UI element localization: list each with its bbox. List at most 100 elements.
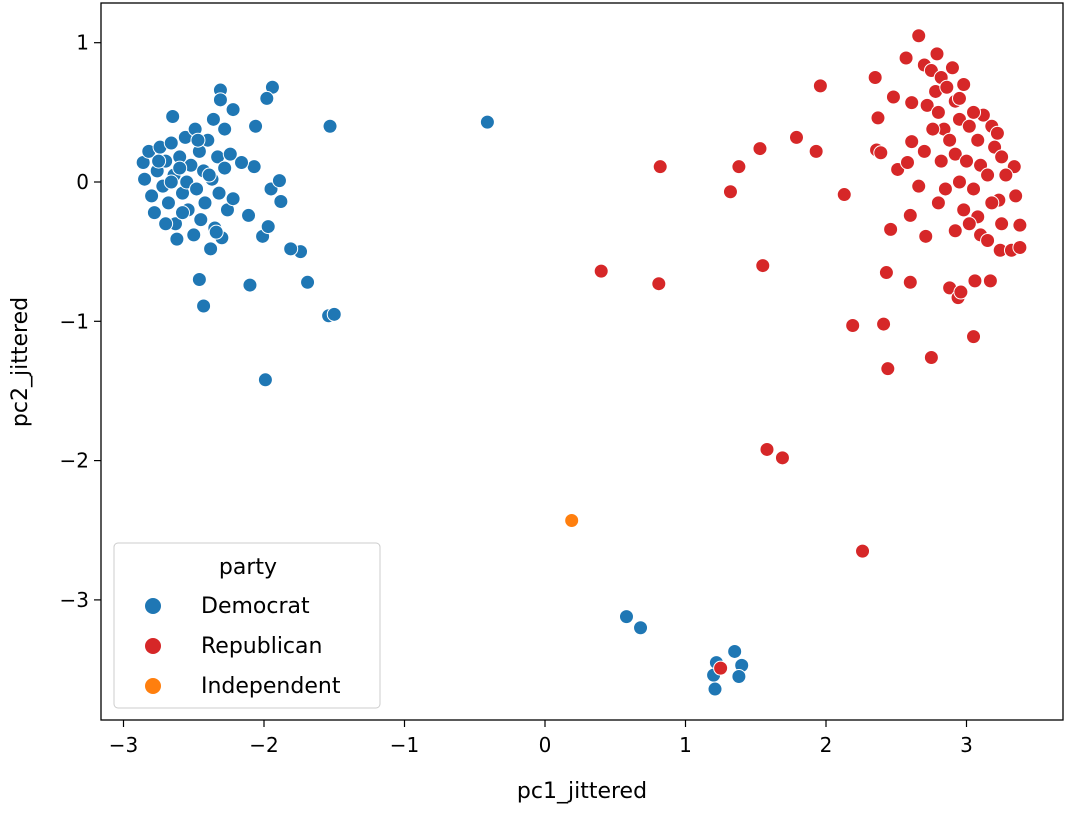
point-republican: [925, 121, 941, 137]
point-democrat: [241, 207, 257, 223]
point-democrat: [633, 620, 649, 636]
point-republican: [774, 450, 790, 466]
point-republican: [1008, 188, 1024, 204]
point-republican: [984, 195, 1000, 211]
point-independent: [564, 512, 580, 528]
point-republican: [982, 273, 998, 289]
point-republican: [651, 276, 667, 292]
point-democrat: [172, 160, 188, 176]
point-democrat: [212, 92, 228, 108]
point-democrat: [326, 306, 342, 322]
x-tick-label: 1: [679, 733, 692, 757]
point-democrat: [727, 643, 743, 659]
y-tick-label: 1: [76, 31, 89, 55]
point-democrat: [300, 274, 316, 290]
point-republican: [939, 79, 955, 95]
point-republican: [989, 125, 1005, 141]
point-republican: [713, 660, 729, 676]
x-tick-label: −3: [109, 733, 138, 757]
legend-label-independent: Independent: [201, 674, 341, 699]
point-republican: [759, 441, 775, 457]
point-republican: [1012, 217, 1028, 233]
point-republican: [947, 146, 963, 162]
point-republican: [951, 90, 967, 106]
y-axis: 1 0 −1 −2 −3: [60, 31, 101, 612]
point-democrat: [175, 205, 191, 221]
point-democrat: [242, 277, 258, 293]
point-republican: [961, 216, 977, 232]
point-republican: [870, 110, 886, 126]
point-democrat: [271, 173, 287, 189]
point-democrat: [234, 154, 250, 170]
x-axis: −3 −2 −1 0 1 2 3: [109, 720, 973, 757]
point-democrat: [208, 224, 224, 240]
point-democrat: [205, 111, 221, 127]
legend-marker-republican: [145, 638, 161, 654]
y-tick-label: −2: [60, 449, 89, 473]
point-republican: [966, 104, 982, 120]
point-republican: [1012, 239, 1028, 255]
point-democrat: [260, 219, 276, 235]
point-republican: [953, 284, 969, 300]
point-democrat: [273, 194, 289, 210]
point-republican: [593, 263, 609, 279]
point-republican: [980, 233, 996, 249]
point-democrat: [137, 171, 153, 187]
point-republican: [845, 317, 861, 333]
point-democrat: [257, 372, 273, 388]
point-democrat: [189, 181, 205, 197]
point-republican: [812, 78, 828, 94]
point-democrat: [169, 231, 185, 247]
point-democrat: [479, 114, 495, 130]
point-republican: [933, 153, 949, 169]
legend-label-republican: Republican: [201, 634, 322, 659]
x-axis-label: pc1_jittered: [517, 779, 647, 804]
point-republican: [916, 143, 932, 159]
point-democrat: [707, 681, 723, 697]
point-republican: [752, 141, 768, 157]
point-republican: [755, 258, 771, 274]
point-democrat: [160, 195, 176, 211]
point-democrat: [196, 298, 212, 314]
point-republican: [956, 76, 972, 92]
point-republican: [930, 195, 946, 211]
point-republican: [880, 361, 896, 377]
point-republican: [911, 178, 927, 194]
point-republican: [722, 184, 738, 200]
point-republican: [980, 167, 996, 183]
point-democrat: [197, 195, 213, 211]
point-republican: [898, 50, 914, 66]
point-republican: [904, 134, 920, 150]
point-democrat: [225, 191, 241, 207]
point-democrat: [163, 174, 179, 190]
y-tick-label: −1: [60, 309, 89, 333]
legend-box: [113, 542, 381, 709]
x-tick-label: 2: [820, 733, 833, 757]
point-democrat: [163, 135, 179, 151]
point-republican: [904, 95, 920, 111]
point-republican: [876, 316, 892, 332]
y-axis-label: pc2_jittered: [8, 297, 33, 427]
point-democrat: [201, 167, 217, 183]
point-democrat: [193, 212, 209, 228]
x-tick-label: 3: [960, 733, 973, 757]
point-democrat: [217, 160, 233, 176]
point-republican: [923, 350, 939, 366]
point-republican: [994, 149, 1010, 165]
point-republican: [873, 145, 889, 161]
point-republican: [652, 159, 668, 175]
point-republican: [967, 273, 983, 289]
point-democrat: [217, 121, 233, 137]
x-tick-label: 0: [539, 733, 552, 757]
legend-title: party: [219, 555, 277, 580]
point-democrat: [146, 205, 162, 221]
point-democrat: [248, 118, 264, 134]
point-democrat: [165, 109, 181, 125]
point-democrat: [211, 185, 227, 201]
point-republican: [998, 167, 1014, 183]
point-democrat: [322, 118, 338, 134]
point-republican: [902, 207, 918, 223]
point-democrat: [222, 146, 238, 162]
point-democrat: [225, 102, 241, 118]
